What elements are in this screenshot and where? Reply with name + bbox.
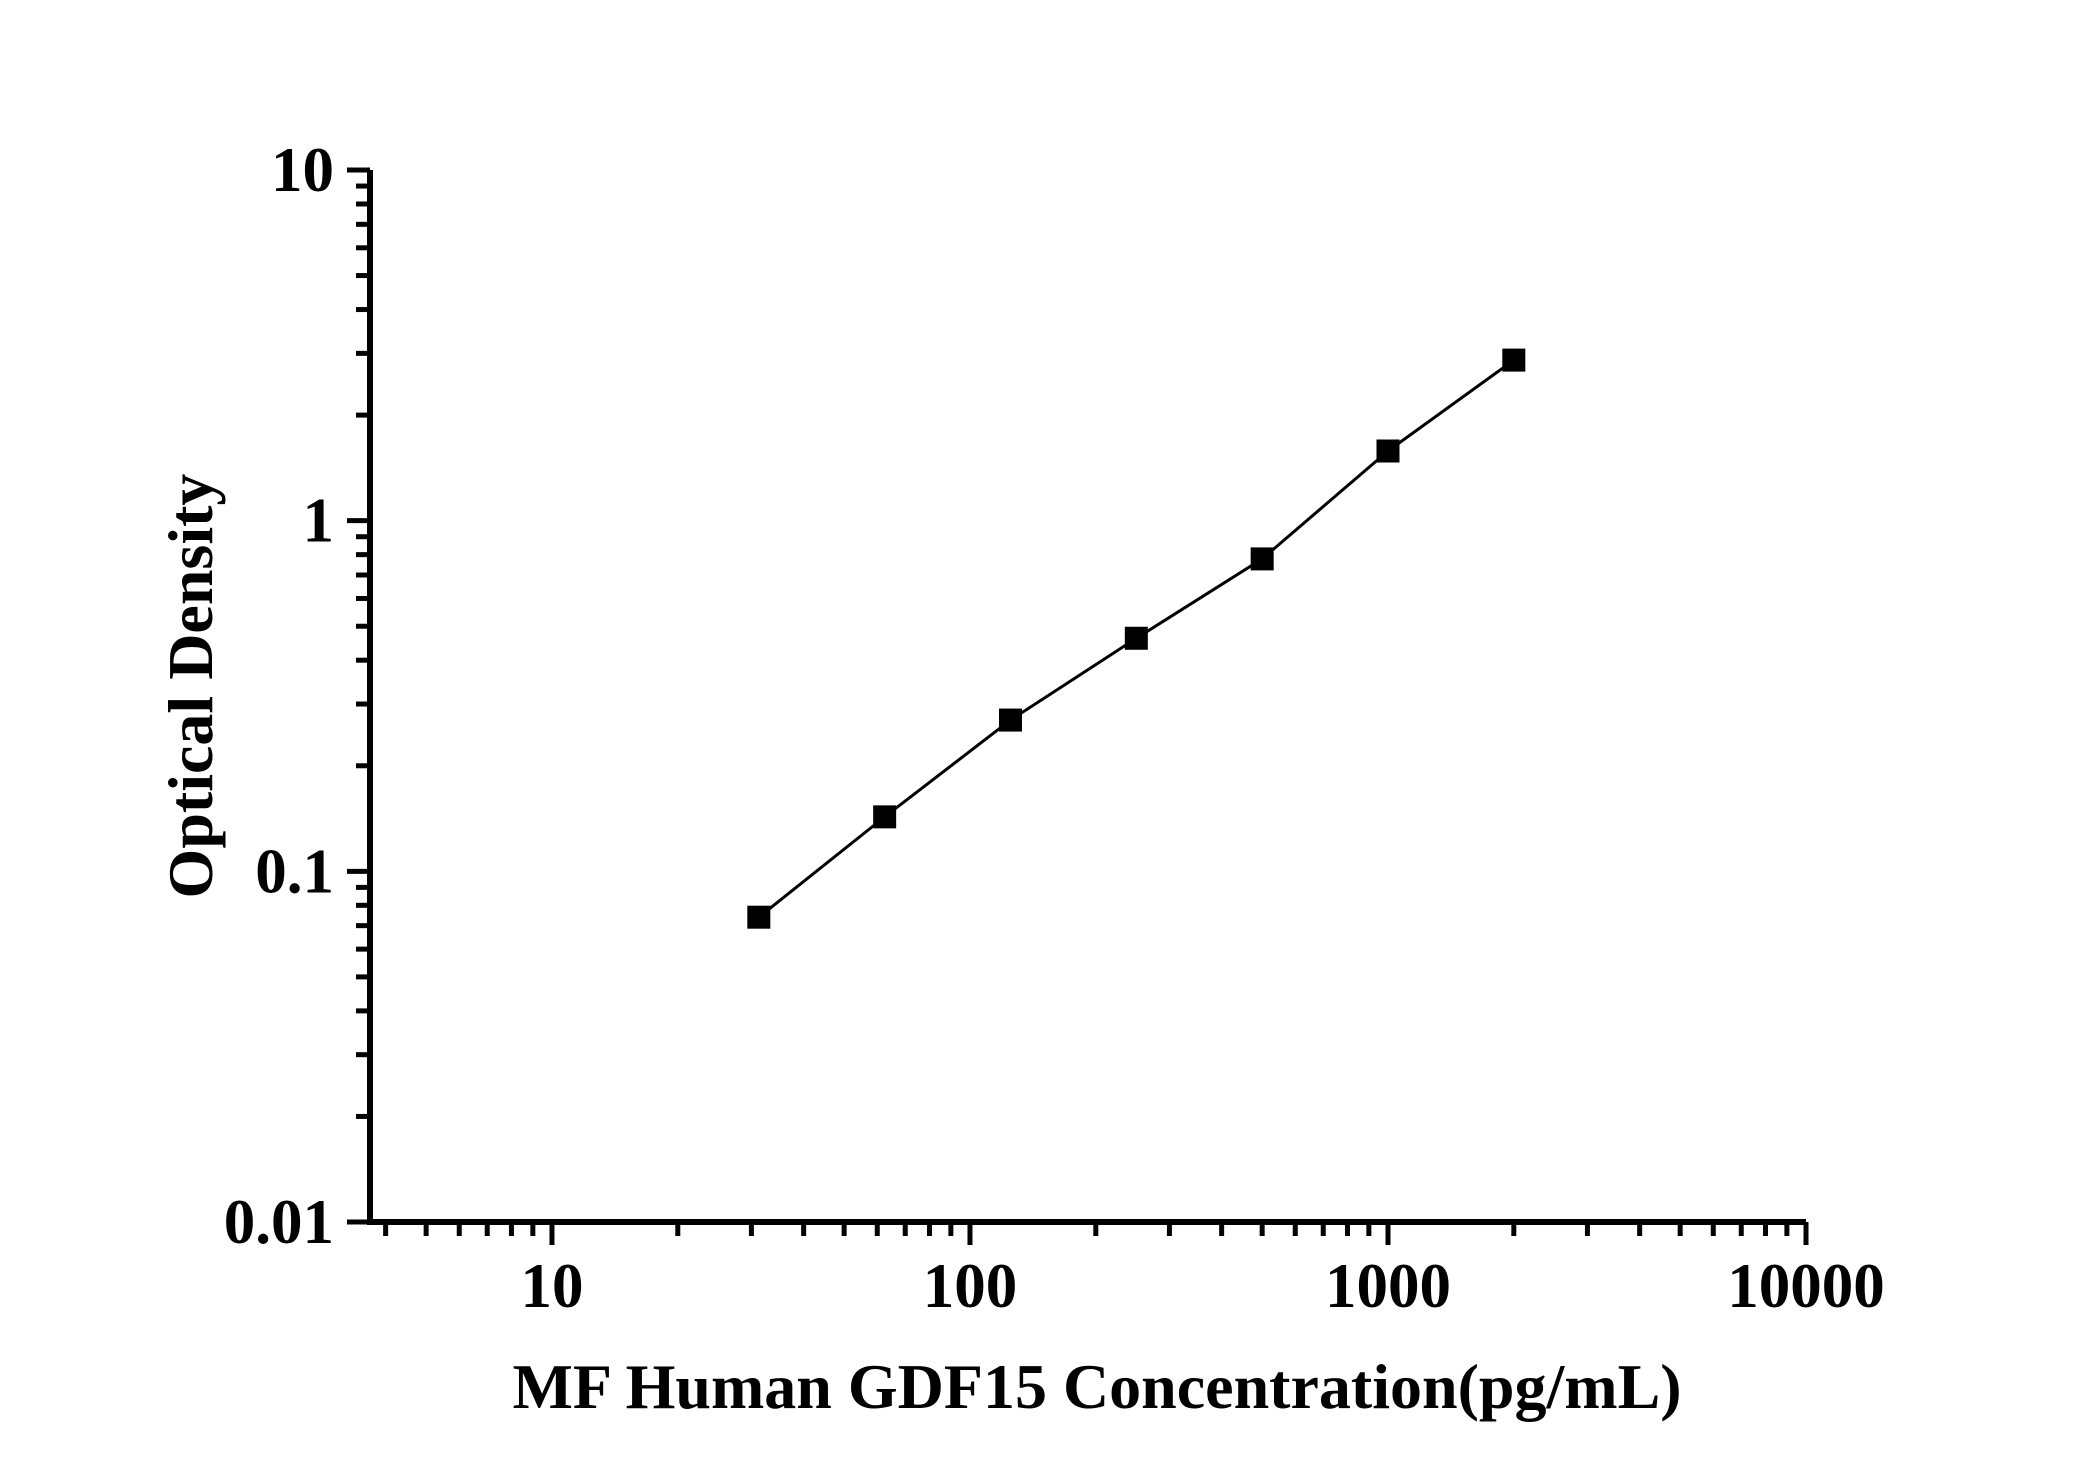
data-point-marker — [1124, 626, 1148, 650]
y-axis-title: Optical Density — [155, 474, 226, 899]
axis-spines — [367, 170, 1806, 1225]
x-axis-title: MF Human GDF15 Concentration(pg/mL) — [512, 1351, 1681, 1422]
y-tick-label: 10 — [271, 135, 334, 205]
y-tick-label: 1 — [303, 486, 335, 556]
y-tick-label: 0.01 — [224, 1187, 334, 1257]
x-tick-label: 100 — [923, 1251, 1018, 1321]
data-point-marker — [1376, 439, 1400, 463]
data-point-marker — [1250, 547, 1274, 571]
data-point-marker — [747, 905, 771, 929]
data-point-marker — [1502, 348, 1526, 372]
x-tick-label: 1000 — [1325, 1251, 1451, 1321]
data-point-marker — [873, 805, 897, 829]
x-tick-label: 10000 — [1727, 1251, 1885, 1321]
y-tick-label: 0.1 — [255, 836, 334, 906]
chart-generated-layer: 10 100 1000 10000 0.01 0.1 1 10 — [224, 135, 1885, 1321]
data-point-marker — [998, 708, 1022, 732]
x-tick-label: 10 — [520, 1251, 583, 1321]
